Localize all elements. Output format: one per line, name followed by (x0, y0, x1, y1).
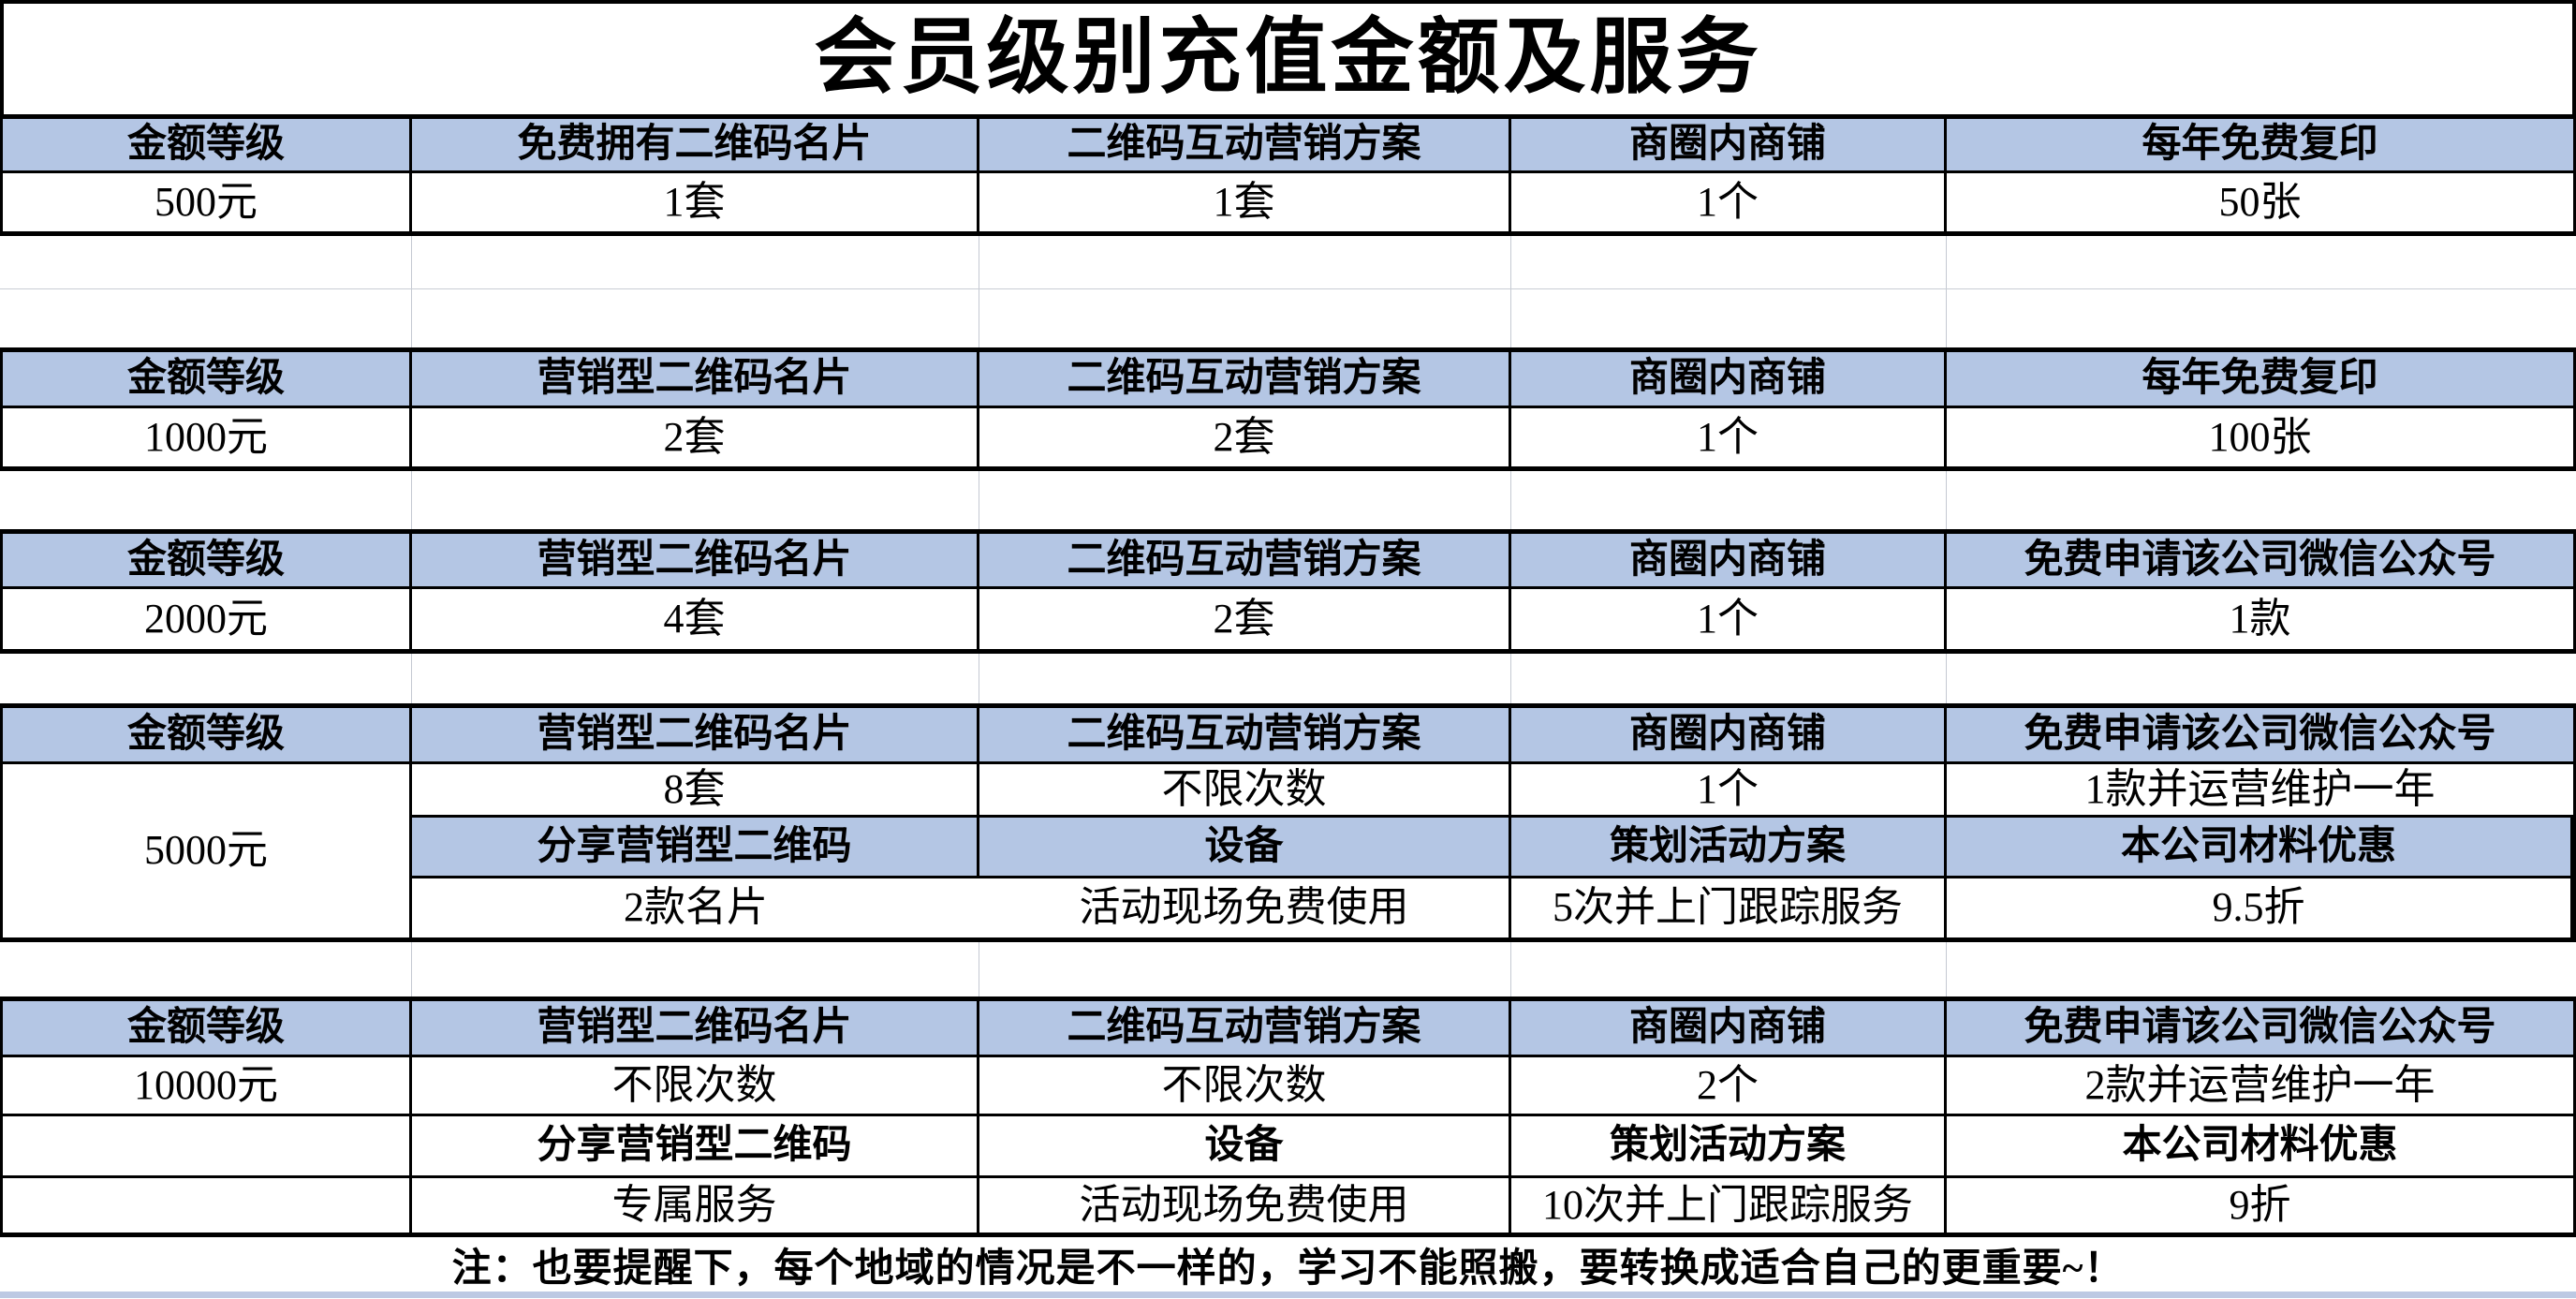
header-cell: 免费申请该公司微信公众号 (2024, 538, 2496, 582)
spacer-row (0, 654, 2576, 703)
header-cell: 免费申请该公司微信公众号 (2024, 713, 2496, 757)
page-title: 会员级别充值金额及服务 (0, 0, 2576, 119)
data-cell: 8套 (412, 764, 979, 818)
amount-cell: 10000元 (3, 1057, 412, 1116)
tier-10000-body: 10000元 不限次数 不限次数 2个 2款并运营维护一年 分享营销型二维码 设… (0, 1057, 2576, 1237)
tier-2000-data-row: 2000元 4套 2套 1个 1款 (0, 589, 2576, 654)
amount-cell: 2000元 (3, 589, 412, 649)
header-cell: 营销型二维码名片 (412, 1001, 979, 1055)
data-cell: 2套 (979, 589, 1511, 649)
data-cell: 2套 (979, 408, 1511, 466)
data-cell: 1个 (1511, 173, 1947, 231)
header-cell: 商圈内商铺 (1511, 119, 1947, 170)
data-cell: 1个 (1511, 589, 1947, 649)
empty-cell (3, 1116, 412, 1178)
amount-cell-merged: 5000元 (3, 764, 412, 937)
tier-1000-data-row: 1000元 2套 2套 1个 100张 (0, 408, 2576, 471)
header-cell: 金额等级 (3, 352, 412, 406)
data-cell: 9.5折 (1947, 878, 2573, 937)
header-cell: 免费申请该公司微信公众号 (2024, 1006, 2496, 1050)
subheader-cell: 分享营销型二维码 (412, 1116, 979, 1178)
header-cell: 二维码互动营销方案 (979, 534, 1511, 586)
data-cell: 1套 (412, 173, 979, 231)
subheader-cell: 设备 (979, 1116, 1511, 1178)
data-cell: 2款并运营维护一年 (1947, 1057, 2573, 1116)
header-cell: 商圈内商铺 (1511, 534, 1947, 586)
header-cell: 营销型二维码名片 (412, 534, 979, 586)
header-cell: 二维码互动营销方案 (979, 352, 1511, 406)
data-cell: 50张 (2218, 178, 2302, 225)
header-cell: 营销型二维码名片 (412, 708, 979, 761)
header-cell: 二维码互动营销方案 (979, 708, 1511, 761)
spacer-row (0, 289, 2576, 347)
data-cell: 2款名片 (624, 884, 768, 931)
subheader-cell: 策划活动方案 (1511, 1116, 1947, 1178)
header-cell: 商圈内商铺 (1511, 1001, 1947, 1055)
data-cell: 专属服务 (412, 1178, 979, 1233)
data-cell: 4套 (412, 589, 979, 649)
data-cell: 10次并上门跟踪服务 (1511, 1178, 1947, 1233)
header-cell: 金额等级 (3, 119, 412, 170)
subheader-cell: 分享营销型二维码 (412, 818, 979, 878)
data-cell: 1款并运营维护一年 (1947, 764, 2573, 818)
spacer-row (0, 236, 2576, 289)
empty-cell (3, 1178, 412, 1233)
tier-1000-header-row: 金额等级 营销型二维码名片 二维码互动营销方案 商圈内商铺 每年免费复印 (0, 347, 2576, 408)
tier-2000-header-row: 金额等级 营销型二维码名片 二维码互动营销方案 商圈内商铺 免费申请该公司微信公… (0, 529, 2576, 589)
header-cell: 免费拥有二维码名片 (412, 119, 979, 170)
footnote-text: 注：也要提醒下，每个地域的情况是不一样的，学习不能照搬，要转换成适合自己的更重要… (451, 1247, 2125, 1291)
header-cell: 金额等级 (3, 708, 412, 761)
header-cell: 金额等级 (3, 1001, 412, 1055)
data-cell: 不限次数 (979, 764, 1511, 818)
data-cell: 活动现场免费使用 (979, 878, 1511, 937)
subheader-cell: 本公司材料优惠 (1947, 1116, 2573, 1178)
subheader-cell: 本公司材料优惠 (1947, 818, 2573, 878)
page-title-text: 会员级别充值金额及服务 (814, 13, 1762, 104)
header-cell: 商圈内商铺 (1511, 352, 1947, 406)
cutoff-header-strip (0, 1292, 2576, 1298)
header-cell: 每年免费复印 (2142, 123, 2378, 167)
footnote-row: 注：也要提醒下，每个地域的情况是不一样的，学习不能照搬，要转换成适合自己的更重要… (0, 1237, 2576, 1292)
data-cell: 9折 (2229, 1181, 2291, 1228)
data-cell: 1套 (979, 173, 1511, 231)
tier-10000-header-row: 金额等级 营销型二维码名片 二维码互动营销方案 商圈内商铺 免费申请该公司微信公… (0, 996, 2576, 1057)
data-cell: 活动现场免费使用 (979, 1178, 1511, 1233)
header-cell: 二维码互动营销方案 (979, 1001, 1511, 1055)
subheader-cell: 设备 (979, 818, 1511, 878)
header-cell: 金额等级 (3, 534, 412, 586)
data-cell: 不限次数 (412, 1057, 979, 1116)
spacer-row (0, 471, 2576, 529)
header-cell: 每年免费复印 (2142, 357, 2378, 401)
data-cell: 1个 (1511, 764, 1947, 818)
spacer-row (0, 942, 2576, 996)
tier-500-header-row: 金额等级 免费拥有二维码名片 二维码互动营销方案 商圈内商铺 每年免费复印 (0, 119, 2576, 173)
data-cell: 2个 (1511, 1057, 1947, 1116)
tier-5000-header-row: 金额等级 营销型二维码名片 二维码互动营销方案 商圈内商铺 免费申请该公司微信公… (0, 703, 2576, 764)
data-cell: 5次并上门跟踪服务 (1511, 878, 1947, 937)
data-cell: 不限次数 (979, 1057, 1511, 1116)
header-cell: 二维码互动营销方案 (979, 119, 1511, 170)
amount-cell: 1000元 (3, 408, 412, 466)
data-cell: 1个 (1511, 408, 1947, 466)
data-cell: 1款 (2229, 595, 2291, 642)
data-cell: 100张 (2208, 413, 2312, 460)
data-cell: 2套 (412, 408, 979, 466)
tier-500-data-row: 500元 1套 1套 1个 50张 (0, 173, 2576, 236)
header-cell: 商圈内商铺 (1511, 708, 1947, 761)
amount-cell: 500元 (3, 173, 412, 231)
tier-5000-body: 5000元 8套 不限次数 1个 1款并运营维护一年 分享营销型二维码 设备 策… (0, 764, 2576, 942)
subheader-cell: 策划活动方案 (1511, 818, 1947, 878)
header-cell: 营销型二维码名片 (412, 352, 979, 406)
